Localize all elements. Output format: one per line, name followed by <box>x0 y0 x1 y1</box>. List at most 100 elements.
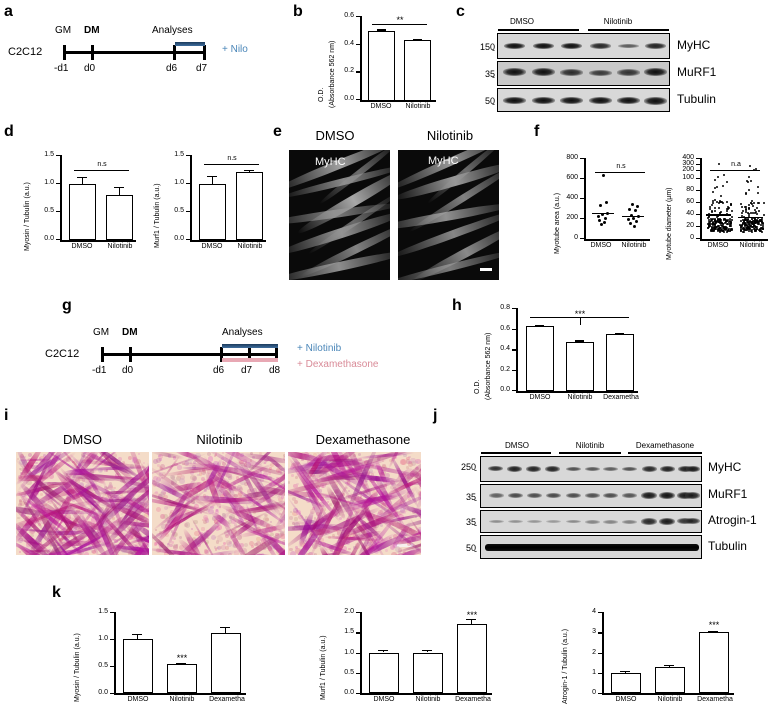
panel-e-scalebar <box>480 268 492 271</box>
stain-speckle <box>213 519 218 524</box>
panel-f-diam-ytick-4: 80 <box>686 186 694 193</box>
stain-speckle <box>164 552 168 555</box>
scatter-point <box>712 221 715 224</box>
scatter-point <box>755 220 758 223</box>
stain-speckle <box>229 518 233 522</box>
stain-speckle <box>280 494 285 499</box>
stain-speckle <box>242 459 247 464</box>
scatter-point <box>725 230 728 233</box>
scatter-point <box>711 217 714 220</box>
scatter-point <box>708 224 711 227</box>
stain-speckle <box>390 484 394 487</box>
scatter-point <box>716 217 719 220</box>
stain-speckle <box>104 470 107 473</box>
stain-speckle <box>294 499 299 504</box>
stain-speckle <box>419 490 421 496</box>
stain-speckle <box>335 530 338 533</box>
stain-speckle <box>171 476 176 481</box>
stain-speckle <box>172 544 178 550</box>
stain-speckle <box>107 484 114 491</box>
stain-speckle <box>158 471 164 477</box>
stain-speckle <box>388 458 393 462</box>
stain-speckle <box>291 474 295 477</box>
scatter-point <box>716 175 719 178</box>
scatter-point <box>716 201 719 204</box>
stain-speckle <box>258 461 262 466</box>
panel-f-area-ytick-3: 600 <box>566 174 578 181</box>
stain-speckle <box>159 463 165 469</box>
scatter-point <box>743 224 746 227</box>
panel-letter-g: g <box>62 297 72 314</box>
scatter-point <box>708 223 710 226</box>
panel-j-strip-tubulin <box>480 535 702 559</box>
scatter-point <box>760 218 763 220</box>
stain-speckle <box>410 460 416 466</box>
stain-speckle <box>289 516 293 520</box>
scatter-point <box>725 208 728 211</box>
scatter-point <box>730 222 733 225</box>
stain-speckle <box>263 461 267 465</box>
stain-speckle <box>348 489 351 492</box>
panel-d-myosin-ytick-3: 1.5 <box>44 151 54 158</box>
panel-f-cloud-nilotinib <box>738 158 765 239</box>
stain-speckle <box>65 534 71 540</box>
stain-speckle <box>405 459 411 465</box>
stain-speckle <box>263 547 267 551</box>
scatter-point <box>741 224 744 227</box>
scatter-point <box>720 229 723 232</box>
panel-f-diam-ytick-6: 200 <box>682 166 694 173</box>
scatter-point <box>760 230 763 233</box>
stain-speckle <box>402 550 406 555</box>
stain-speckle <box>227 542 232 547</box>
panel-h-xlabel-dexametha: Dexametha <box>603 394 639 401</box>
scatter-point <box>713 224 716 227</box>
scatter-point <box>762 222 765 225</box>
panel-i-image-nilotinib <box>152 452 285 555</box>
stain-speckle <box>412 472 415 475</box>
scatter-point <box>748 220 751 223</box>
scatter-point <box>747 204 750 207</box>
stain-speckle <box>82 454 86 458</box>
stain-speckle <box>39 492 44 497</box>
stain-speckle <box>239 486 244 492</box>
panel-k-bar-murf1-dexametha <box>457 624 487 693</box>
scatter-point <box>757 217 760 220</box>
panel-k-bar-atrogin1-dmso <box>611 672 641 693</box>
stain-speckle <box>420 468 421 472</box>
stain-speckle <box>197 542 202 547</box>
stain-speckle <box>232 542 238 549</box>
scatter-point <box>722 217 725 220</box>
stain-speckle <box>172 532 178 538</box>
stain-speckle <box>226 540 231 545</box>
stain-speckle <box>316 485 320 489</box>
scatter-point <box>750 223 753 226</box>
stain-speckle <box>214 519 220 524</box>
stain-speckle <box>357 453 361 457</box>
stain-speckle <box>157 476 161 481</box>
scatter-point <box>746 228 749 231</box>
panel-g-treatment-nilotinib: + Nilotinib <box>297 343 342 354</box>
scatter-point <box>752 220 755 223</box>
stain-speckle <box>400 459 407 465</box>
stain-speckle <box>214 547 218 551</box>
scatter-point <box>714 219 717 222</box>
stain-speckle <box>240 479 247 486</box>
scatter-point <box>709 225 712 228</box>
scatter-point <box>761 223 764 226</box>
scatter-point <box>707 215 710 218</box>
stain-speckle <box>82 479 85 482</box>
stain-speckle <box>167 454 171 458</box>
scatter-point <box>720 195 723 198</box>
stain-speckle <box>384 549 388 553</box>
panel-c-strip-tubulin <box>497 88 670 112</box>
scatter-point <box>712 190 715 193</box>
stain-speckle <box>66 514 72 520</box>
stain-speckle <box>194 531 200 537</box>
tl-g-tick-d0 <box>129 347 132 362</box>
stain-speckle <box>382 464 386 468</box>
stain-speckle <box>222 460 225 463</box>
scatter-point <box>716 220 719 223</box>
scatter-point <box>755 228 758 231</box>
stain-speckle <box>214 453 217 456</box>
stain-speckle <box>294 547 301 554</box>
